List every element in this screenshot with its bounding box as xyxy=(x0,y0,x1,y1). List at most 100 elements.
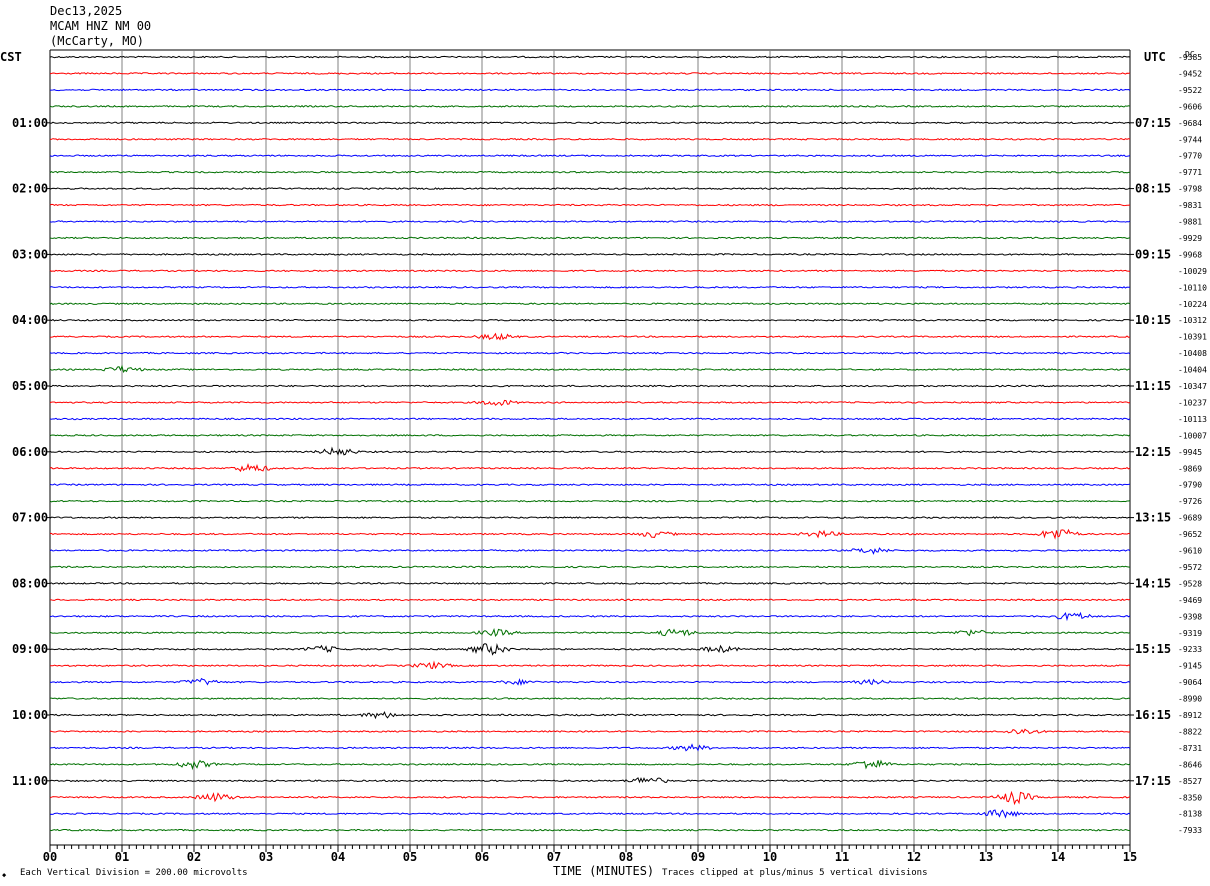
seismic-trace xyxy=(49,499,1131,503)
dc-offset-label: -9064 xyxy=(1178,678,1202,687)
seismic-trace xyxy=(49,446,1131,456)
seismic-trace xyxy=(49,643,1131,656)
seismic-trace xyxy=(49,203,1131,207)
dc-offset-label: -8731 xyxy=(1178,744,1202,753)
seismic-trace xyxy=(49,364,1131,373)
left-hour-label: 03:00 xyxy=(12,247,48,261)
dc-offset-label: -9522 xyxy=(1178,86,1202,95)
seismic-trace xyxy=(49,628,1131,637)
seismic-trace xyxy=(49,677,1131,686)
x-tick-label: 11 xyxy=(835,850,849,864)
x-tick-label: 08 xyxy=(619,850,633,864)
seismic-trace xyxy=(49,582,1131,585)
footer-marker: ◆ xyxy=(2,871,7,879)
station-code: MCAM HNZ NM 00 xyxy=(50,19,152,33)
seismic-trace xyxy=(49,55,1131,59)
dc-offset-label: -9689 xyxy=(1178,514,1202,523)
dc-offset-label: -9572 xyxy=(1178,563,1202,572)
seismic-trace xyxy=(49,565,1131,569)
seismic-trace xyxy=(50,697,1131,700)
right-hour-label: 14:15 xyxy=(1135,576,1171,590)
dc-offset-label: -9968 xyxy=(1178,250,1202,259)
left-hour-label: 05:00 xyxy=(12,379,48,393)
dc-label: DC xyxy=(1185,50,1195,59)
x-tick-label: 00 xyxy=(43,850,57,864)
seismic-trace xyxy=(50,660,1131,670)
x-tick-label: 04 xyxy=(331,850,345,864)
left-hour-label: 09:00 xyxy=(12,642,48,656)
seismic-trace xyxy=(49,777,1131,784)
x-tick-label: 10 xyxy=(763,850,777,864)
seismic-trace xyxy=(49,759,1131,771)
seismic-trace xyxy=(50,598,1131,602)
seismic-trace xyxy=(49,528,1131,540)
dc-offset-label: -10224 xyxy=(1178,300,1207,309)
dc-offset-label: -9469 xyxy=(1178,596,1202,605)
dc-offset-label: -9929 xyxy=(1178,234,1202,243)
seismic-trace xyxy=(49,105,1131,108)
seismic-trace xyxy=(49,236,1131,240)
seismic-trace xyxy=(49,434,1131,437)
left-hour-label: 06:00 xyxy=(12,445,48,459)
x-axis-title: TIME (MINUTES) xyxy=(553,864,655,878)
left-hour-label: 01:00 xyxy=(12,116,48,130)
dc-offset-label: -9881 xyxy=(1178,218,1202,227)
x-tick-label: 14 xyxy=(1051,850,1065,864)
seismic-trace xyxy=(49,516,1131,519)
x-tick-label: 09 xyxy=(691,850,705,864)
seismic-trace xyxy=(49,462,1131,473)
right-hour-label: 17:15 xyxy=(1135,774,1171,788)
dc-offset-label: -10404 xyxy=(1178,366,1207,375)
seismic-trace xyxy=(49,269,1131,273)
station-location: (McCarty, MO) xyxy=(50,34,144,48)
right-hour-label: 11:15 xyxy=(1135,379,1171,393)
dc-offset-label: -9385 xyxy=(1178,53,1202,62)
vertical-division-note: Each Vertical Division = 200.00 microvol… xyxy=(20,868,248,878)
dc-offset-label: -9610 xyxy=(1178,547,1202,556)
right-hour-label: 13:15 xyxy=(1135,511,1171,525)
right-hour-label: 12:15 xyxy=(1135,445,1171,459)
right-hour-label: 15:15 xyxy=(1135,642,1171,656)
plot-grid xyxy=(49,49,1131,845)
left-hour-label: 02:00 xyxy=(12,182,48,196)
dc-offset-label: -10391 xyxy=(1178,333,1207,342)
seismic-trace xyxy=(49,187,1131,190)
seismic-trace xyxy=(49,743,1131,752)
record-date: Dec13,2025 xyxy=(50,4,123,18)
seismic-trace xyxy=(49,728,1131,735)
seismic-trace xyxy=(49,483,1131,487)
x-tick-label: 06 xyxy=(475,850,489,864)
seismic-trace xyxy=(49,137,1131,141)
dc-offset-label: -8822 xyxy=(1178,727,1202,736)
seismic-trace xyxy=(49,399,1131,406)
dc-offset-label: -9790 xyxy=(1178,481,1202,490)
dc-offset-label: -9869 xyxy=(1178,464,1202,473)
seismic-trace xyxy=(49,351,1131,355)
right-hour-label: 08:15 xyxy=(1135,182,1171,196)
seismic-trace xyxy=(49,318,1131,322)
x-tick-label: 01 xyxy=(115,850,129,864)
right-hour-label: 10:15 xyxy=(1135,313,1171,327)
dc-offset-label: -10110 xyxy=(1178,283,1207,292)
left-timezone-label: CST xyxy=(0,50,22,64)
dc-offset-label: -10029 xyxy=(1178,267,1207,276)
x-axis: 00 01 02 03 04 05 06 07 08 09 10 11 12 13 14 15 xyxy=(43,844,1137,864)
x-tick-label: 13 xyxy=(979,850,993,864)
seismic-trace xyxy=(49,809,1131,819)
seismic-trace xyxy=(49,828,1131,832)
seismic-trace xyxy=(49,170,1131,174)
dc-offset-label: -9233 xyxy=(1178,645,1202,654)
seismic-traces xyxy=(49,55,1131,832)
dc-offset-label: -8350 xyxy=(1178,793,1202,802)
left-hour-label: 07:00 xyxy=(12,511,48,525)
seismic-trace xyxy=(49,88,1131,92)
seismic-trace xyxy=(49,332,1131,341)
left-hour-label: 11:00 xyxy=(12,774,48,788)
dc-offset-label: -8527 xyxy=(1178,777,1202,786)
dc-offset-label: -10408 xyxy=(1178,349,1207,358)
right-hour-label: 16:15 xyxy=(1135,708,1171,722)
seismic-trace xyxy=(49,547,1131,555)
dc-offset-label: -10347 xyxy=(1178,382,1207,391)
dc-offset-label: -9684 xyxy=(1178,119,1202,128)
